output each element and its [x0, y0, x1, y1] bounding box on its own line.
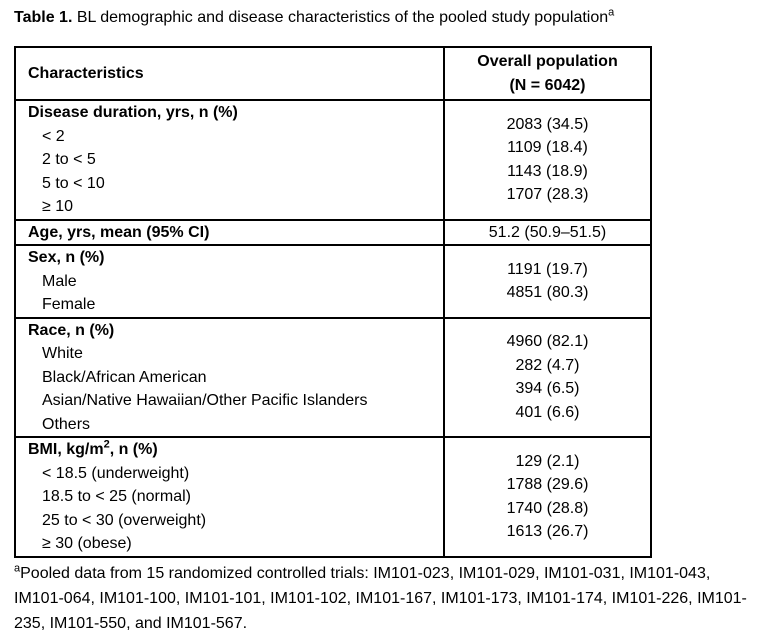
disease-duration-labels: Disease duration, yrs, n (%) < 2 2 to < …	[16, 101, 445, 219]
row-value: 1143 (18.9)	[507, 162, 588, 180]
row-label: Others	[42, 415, 91, 433]
table-title-footnote-marker: a	[608, 6, 615, 19]
row-label: 18.5 to < 25 (normal)	[42, 488, 191, 505]
section-header-age: Age, yrs, mean (95% CI)	[28, 223, 210, 241]
age-value-cell: 51.2 (50.9–51.5)	[445, 221, 650, 245]
row-label: Female	[42, 296, 96, 313]
row-label: Black/African American	[42, 368, 207, 386]
section-header-disease-duration: Disease duration, yrs, n (%)	[28, 104, 238, 121]
section-sex: Sex, n (%) Male Female 1191 (19.7) 4851 …	[16, 246, 650, 319]
row-value: 1109 (18.4)	[507, 139, 588, 157]
row-label: Male	[42, 272, 77, 290]
section-race: Race, n (%) White Black/African American…	[16, 318, 650, 438]
row-value: 2083 (34.5)	[506, 115, 589, 133]
race-values: 4960 (82.1) 282 (4.7) 394 (6.5) 401 (6.6…	[445, 319, 650, 437]
age-label-cell: Age, yrs, mean (95% CI)	[16, 220, 445, 244]
demographics-table: Characteristics Overall population (N = …	[14, 46, 652, 558]
bmi-values: 129 (2.1) 1788 (29.6) 1740 (28.8) 1613 (…	[445, 438, 650, 556]
section-age: Age, yrs, mean (95% CI) 51.2 (50.9–51.5)	[16, 220, 650, 246]
bmi-header-prefix: BMI, kg/m	[28, 441, 104, 458]
population-n-label: (N = 6042)	[509, 76, 586, 94]
overall-population-label: Overall population	[477, 53, 618, 70]
table-title: Table 1. BL demographic and disease char…	[14, 6, 754, 28]
bmi-labels: BMI, kg/m2, n (%) < 18.5 (underweight) 1…	[16, 438, 445, 556]
sex-values: 1191 (19.7) 4851 (80.3)	[445, 246, 650, 317]
row-value: 1613 (26.7)	[506, 523, 589, 541]
row-label: 2 to < 5	[42, 151, 96, 168]
sex-labels: Sex, n (%) Male Female	[16, 246, 445, 317]
row-value: 4851 (80.3)	[506, 284, 589, 302]
row-label: 5 to < 10	[42, 174, 105, 192]
section-header-bmi: BMI, kg/m2, n (%)	[28, 438, 443, 462]
row-label: White	[42, 345, 83, 362]
row-value: 1788 (29.6)	[506, 476, 589, 494]
row-value: 129 (2.1)	[515, 452, 580, 470]
row-value: 1707 (28.3)	[506, 186, 589, 204]
bmi-header-suffix: , n (%)	[109, 441, 158, 458]
row-label: < 2	[42, 127, 65, 145]
row-label: ≥ 10	[42, 198, 74, 215]
row-value: 51.2 (50.9–51.5)	[488, 223, 607, 241]
row-value: 394 (6.5)	[515, 380, 580, 398]
footnote-marker: a	[14, 562, 21, 575]
table-footnote: aPooled data from 15 randomized controll…	[14, 561, 754, 636]
row-value: 1740 (28.8)	[506, 499, 589, 517]
row-label: 25 to < 30 (overweight)	[42, 511, 207, 529]
header-cell-characteristics: Characteristics	[16, 48, 445, 99]
row-label: ≥ 30 (obese)	[42, 535, 132, 552]
table-title-label: Table 1.	[14, 9, 73, 26]
characteristics-header-label: Characteristics	[28, 64, 144, 82]
section-header-sex: Sex, n (%)	[28, 249, 105, 266]
row-value: 1191 (19.7)	[507, 260, 588, 278]
footnote-text: Pooled data from 15 randomized controlle…	[14, 564, 747, 632]
row-label: < 18.5 (underweight)	[42, 464, 190, 482]
race-labels: Race, n (%) White Black/African American…	[16, 318, 445, 436]
row-label: Asian/Native Hawaiian/Other Pacific Isla…	[42, 392, 368, 409]
section-disease-duration: Disease duration, yrs, n (%) < 2 2 to < …	[16, 101, 650, 221]
row-value: 282 (4.7)	[515, 356, 580, 374]
row-value: 4960 (82.1)	[506, 333, 589, 351]
section-header-race: Race, n (%)	[28, 321, 115, 339]
bmi-header-superscript: 2	[103, 438, 110, 451]
disease-duration-values: 2083 (34.5) 1109 (18.4) 1143 (18.9) 1707…	[445, 101, 650, 219]
header-cell-overall-population: Overall population (N = 6042)	[445, 48, 650, 99]
section-bmi: BMI, kg/m2, n (%) < 18.5 (underweight) 1…	[16, 438, 650, 556]
table-header-row: Characteristics Overall population (N = …	[16, 48, 650, 101]
table-title-text: BL demographic and disease characteristi…	[72, 9, 609, 26]
row-value: 401 (6.6)	[515, 403, 580, 421]
